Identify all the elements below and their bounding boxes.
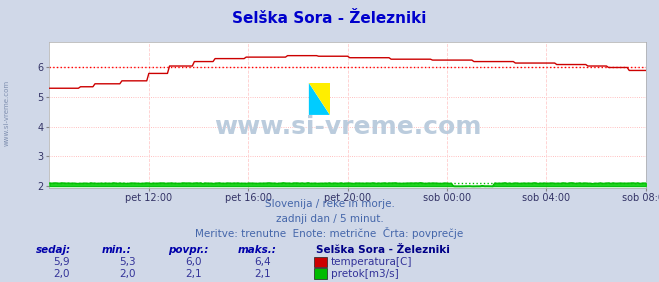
Text: min.:: min.: [102,244,132,255]
Text: povpr.:: povpr.: [168,244,208,255]
Text: 6,0: 6,0 [185,257,202,267]
Text: sedaj:: sedaj: [36,244,71,255]
Text: 2,0: 2,0 [119,268,136,279]
Text: www.si-vreme.com: www.si-vreme.com [214,114,481,138]
Text: 5,9: 5,9 [53,257,70,267]
Text: temperatura[C]: temperatura[C] [331,257,413,267]
Text: Selška Sora - Železniki: Selška Sora - Železniki [316,244,450,255]
Text: 2,1: 2,1 [185,268,202,279]
Text: Meritve: trenutne  Enote: metrične  Črta: povprečje: Meritve: trenutne Enote: metrične Črta: … [195,227,464,239]
Text: Slovenija / reke in morje.: Slovenija / reke in morje. [264,199,395,210]
Text: maks.:: maks.: [237,244,276,255]
Text: 2,0: 2,0 [53,268,70,279]
Text: 6,4: 6,4 [254,257,271,267]
Text: pretok[m3/s]: pretok[m3/s] [331,268,399,279]
Polygon shape [309,83,330,115]
Polygon shape [309,83,330,115]
Text: 5,3: 5,3 [119,257,136,267]
Text: 2,1: 2,1 [254,268,271,279]
Text: Selška Sora - Železniki: Selška Sora - Železniki [233,11,426,26]
Text: zadnji dan / 5 minut.: zadnji dan / 5 minut. [275,213,384,224]
Text: www.si-vreme.com: www.si-vreme.com [3,80,10,146]
